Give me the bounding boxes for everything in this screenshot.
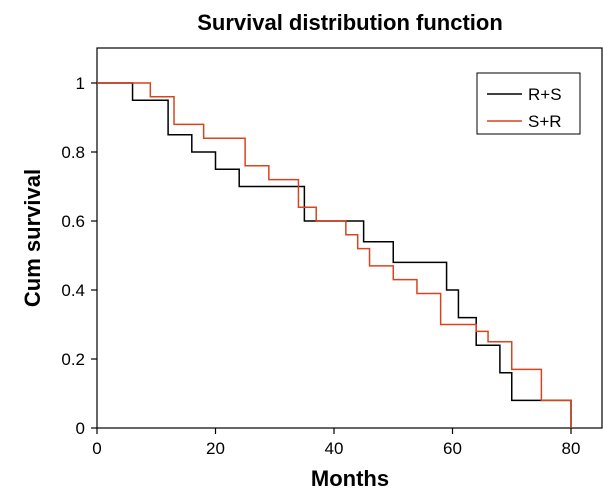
y-tick-label: 0.4 [61,281,85,300]
legend: R+S S+R [476,72,581,135]
x-axis-label: Months [311,466,389,491]
y-tick-label: 0 [76,419,85,438]
x-tick-label: 0 [92,439,101,458]
y-tick-label: 0.2 [61,350,85,369]
x-tick-label: 80 [562,439,581,458]
x-axis: 0 20 40 60 80 [92,428,580,458]
y-axis: 0 0.2 0.4 0.6 0.8 1 [61,74,97,438]
y-tick-label: 0.8 [61,143,85,162]
legend-label: R+S [528,85,562,104]
legend-label: S+R [528,112,562,131]
x-tick-label: 60 [443,439,462,458]
x-tick-label: 20 [206,439,225,458]
chart-title: Survival distribution function [197,10,503,35]
y-tick-label: 0.6 [61,212,85,231]
series-line-s-r [97,82,572,428]
series-line-r-s [97,82,572,428]
x-tick-label: 40 [325,439,344,458]
y-tick-label: 1 [76,74,85,93]
series-layer [97,82,572,428]
legend-box [476,72,581,135]
plot-area-frame [96,47,603,429]
y-axis-label: Cum survival [20,169,45,307]
